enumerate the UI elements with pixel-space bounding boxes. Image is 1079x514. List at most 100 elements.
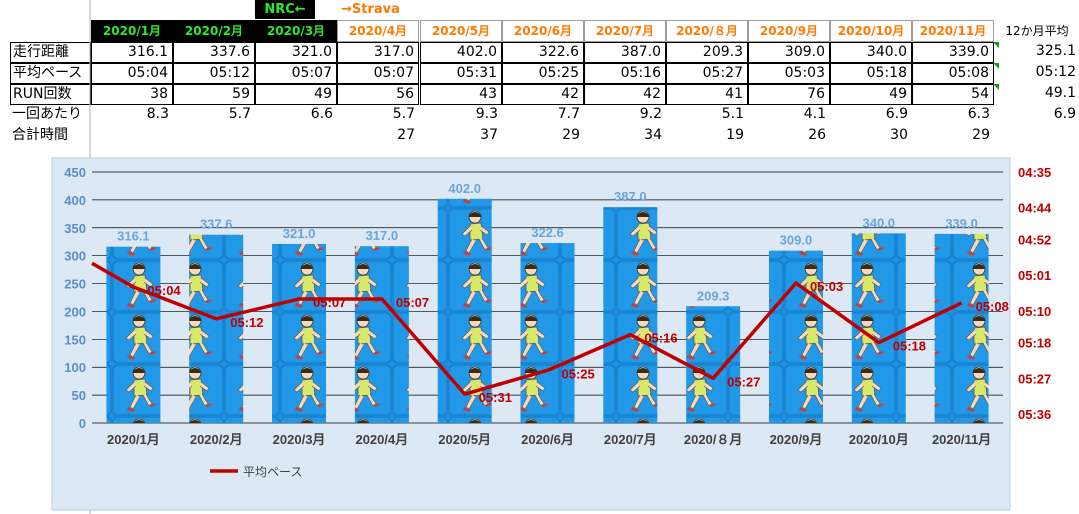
right-tick-label: 04:35: [1018, 165, 1051, 180]
category-label: 2020/7月: [604, 432, 657, 447]
avg-value: 05:12: [1035, 64, 1076, 80]
table-cell: 42: [502, 84, 584, 105]
table-cell: 5.1: [721, 106, 744, 122]
pace-data-label: 05:08: [976, 299, 1009, 314]
table-cell: 41: [666, 84, 748, 105]
right-tick-label: 05:10: [1018, 304, 1051, 319]
left-tick-label: 200: [64, 304, 86, 319]
table-cell: 49: [255, 84, 337, 105]
month-header: 2020/9月: [748, 20, 830, 42]
table-cell: 76: [748, 84, 830, 105]
table-cell: 34: [644, 127, 662, 143]
month-header: 2020/6月: [502, 20, 584, 42]
left-tick-label: 250: [64, 277, 86, 292]
month-header: 2020/5月: [420, 20, 502, 42]
pace-data-label: 05:07: [396, 295, 429, 310]
right-tick-label: 05:36: [1018, 407, 1051, 422]
table-cell: 402.0: [420, 42, 502, 63]
bar: [934, 233, 989, 423]
pace-data-label: 05:25: [562, 366, 595, 381]
pace-line: [91, 261, 963, 396]
pace-data-label: 05:31: [479, 390, 512, 405]
bar: [354, 246, 409, 423]
month-header: 2020/4月: [337, 20, 419, 42]
left-tick-label: 150: [64, 332, 86, 347]
right-tick-label: 04:52: [1018, 232, 1051, 247]
month-header: 2020/3月: [255, 20, 337, 42]
bar: [106, 246, 161, 423]
left-tick-label: 300: [64, 249, 86, 264]
bar-data-label: 309.0: [780, 233, 813, 248]
table-cell: 6.3: [967, 106, 990, 122]
category-label: 2020/3月: [273, 432, 326, 447]
table-cell: 317.0: [337, 42, 419, 63]
pace-data-label: 05:12: [230, 315, 263, 330]
table-cell: 322.6: [502, 42, 584, 63]
bar: [272, 243, 327, 423]
table-cell: 05:12: [173, 63, 255, 84]
avg-value: 6.9: [1053, 106, 1076, 122]
bar-data-label: 209.3: [697, 288, 730, 303]
table-cell: 37: [480, 127, 498, 143]
bar: [520, 243, 575, 423]
month-header: 2020/7月: [584, 20, 666, 42]
category-label: 2020/10月: [849, 432, 909, 447]
strava-banner: →Strava: [341, 2, 400, 17]
pace-data-label: 05:16: [644, 331, 677, 346]
bar-data-label: 339.0: [945, 216, 978, 231]
category-label: 2020/2月: [190, 432, 243, 447]
table-cell: 6.6: [310, 106, 333, 122]
table-cell: 43: [420, 84, 502, 105]
left-tick-label: 100: [64, 360, 86, 375]
month-header: 2020/10月: [830, 20, 912, 42]
table-cell: 19: [726, 127, 744, 143]
table-cell: 42: [584, 84, 666, 105]
category-label: 2020/9月: [770, 432, 823, 447]
pace-data-label: 05:18: [893, 339, 926, 354]
table-cell: 26: [808, 127, 826, 143]
table-cell: 29: [972, 127, 990, 143]
table-cell: 05:25: [502, 63, 584, 84]
table-cell: 337.6: [173, 42, 255, 63]
table-cell: 59: [173, 84, 255, 105]
avg-value: 49.1: [1044, 85, 1076, 101]
table-cell: 49: [830, 84, 912, 105]
table-cell: 5.7: [392, 106, 415, 122]
table-cell: 05:04: [91, 63, 173, 84]
table-cell: 7.7: [557, 106, 580, 122]
table-cell: 05:31: [420, 63, 502, 84]
category-label: 2020/6月: [521, 432, 574, 447]
bar: [437, 198, 492, 423]
row-label: 一回あたり: [12, 106, 82, 122]
table-cell: 54: [912, 84, 994, 105]
table-cell: 339.0: [912, 42, 994, 63]
bar: [603, 207, 658, 423]
table-cell: 56: [337, 84, 419, 105]
table-cell: 9.3: [475, 106, 498, 122]
month-header: 2020/2月: [173, 20, 255, 42]
bar-data-label: 322.6: [531, 225, 564, 240]
table-cell: 38: [91, 84, 173, 105]
bar-data-label: 317.0: [366, 228, 399, 243]
avg-value: 325.1: [1035, 43, 1076, 59]
left-tick-label: 400: [64, 193, 86, 208]
table-cell: 309.0: [748, 42, 830, 63]
table-cell: 05:16: [584, 63, 666, 84]
right-tick-label: 04:44: [1018, 201, 1052, 216]
month-header: 2020/1月: [91, 20, 173, 42]
nrc-banner: NRC←: [255, 0, 315, 19]
table-cell: 05:08: [912, 63, 994, 84]
table-cell: 9.2: [639, 106, 662, 122]
pace-data-label: 05:04: [147, 283, 181, 298]
category-label: 2020/4月: [355, 432, 408, 447]
bar-data-label: 337.6: [200, 217, 233, 232]
bar-data-label: 387.0: [614, 189, 647, 204]
month-header: 2020/８月: [666, 20, 748, 42]
category-label: 2020/5月: [438, 432, 491, 447]
table-cell: 316.1: [91, 42, 173, 63]
row-label: 合計時間: [12, 127, 68, 143]
pace-data-label: 05:07: [313, 295, 346, 310]
table-cell: 05:07: [255, 63, 337, 84]
bar-data-label: 321.0: [283, 226, 316, 241]
